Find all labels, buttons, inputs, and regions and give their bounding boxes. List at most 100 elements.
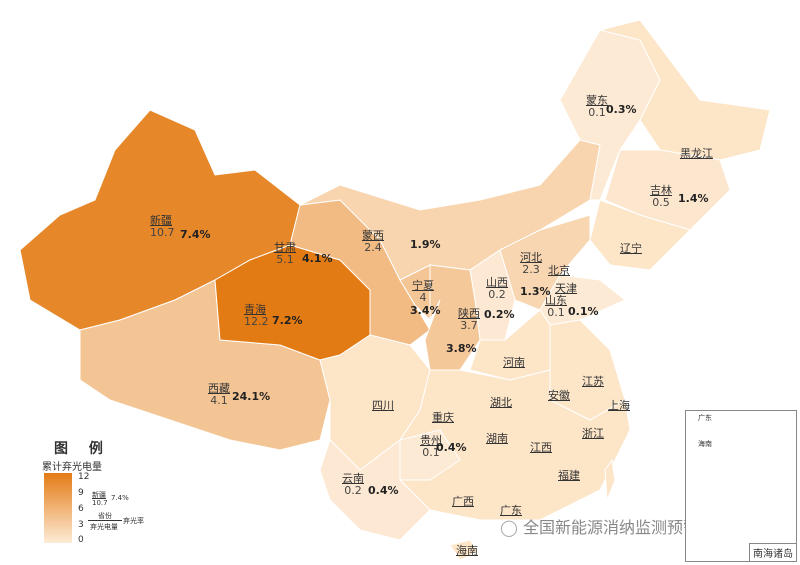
- province-name: 湖北: [490, 396, 512, 409]
- province-label: 宁夏 4: [412, 280, 434, 304]
- curtailment-rate: 3.4%: [410, 304, 441, 317]
- curtailment-rate: 0.1%: [568, 305, 599, 318]
- province-name: 甘肃: [274, 241, 296, 254]
- province-name: 蒙西: [362, 229, 384, 242]
- province-label: 重庆: [432, 412, 454, 424]
- province-name: 浙江: [582, 427, 604, 440]
- province-name: 辽宁: [620, 242, 642, 255]
- province-name: 西藏: [208, 382, 230, 395]
- province-name: 广东: [500, 504, 522, 517]
- curtailment-rate: 7.4%: [180, 228, 211, 241]
- legend-key-bottom: 弃光电量: [90, 523, 118, 531]
- curtailment-rate: 3.8%: [446, 342, 477, 355]
- province-name: 重庆: [432, 411, 454, 424]
- inset-label: 南海诸岛: [749, 543, 796, 561]
- province-label: 山西 0.2: [486, 277, 508, 301]
- province-value: 4.1: [210, 394, 228, 407]
- province-region: [604, 149, 731, 231]
- province-label: 青海 12.2: [244, 304, 269, 328]
- province-label: 甘肃 5.1: [274, 242, 296, 266]
- province-name: 四川: [372, 399, 394, 412]
- legend-tick: 3: [78, 520, 84, 530]
- curtailment-rate: 24.1%: [232, 390, 271, 403]
- province-label: 湖南: [486, 433, 508, 445]
- province-label: 河南: [503, 357, 525, 369]
- legend-tick: 0: [78, 535, 84, 545]
- province-label: 陕西 3.7: [458, 308, 480, 332]
- province-label: 云南 0.2: [342, 473, 364, 497]
- legend-tick: 6: [78, 504, 84, 514]
- province-name: 云南: [342, 472, 364, 485]
- province-value: 0.2: [344, 484, 362, 497]
- inset-label-hainan: 海南: [698, 440, 712, 448]
- province-name: 河南: [503, 356, 525, 369]
- province-label: 广东: [500, 505, 522, 517]
- curtailment-rate: 1.9%: [410, 238, 441, 251]
- province-label: 新疆 10.7: [150, 215, 175, 239]
- province-value: 2.3: [522, 263, 540, 276]
- province-name: 天津: [555, 282, 577, 295]
- legend-tick: 12: [78, 472, 90, 482]
- province-value: 0.5: [652, 196, 670, 209]
- province-name: 吉林: [650, 184, 672, 197]
- province-name: 蒙东: [586, 94, 608, 107]
- province-name: 贵州: [420, 434, 442, 447]
- province-label: 河北 2.3: [520, 252, 542, 276]
- province-label: 四川: [372, 400, 394, 412]
- province-name: 山西: [486, 276, 508, 289]
- province-name: 江苏: [582, 375, 604, 388]
- province-value: 0.1: [588, 106, 606, 119]
- province-label: 安徽: [548, 390, 570, 402]
- legend-key-top: 省份: [98, 512, 112, 520]
- legend-title: 图 例: [54, 441, 111, 457]
- province-label: 江苏: [582, 376, 604, 388]
- curtailment-rate: 4.1%: [302, 252, 333, 265]
- province-region: [499, 214, 591, 311]
- province-region: [299, 139, 601, 281]
- province-name: 上海: [608, 399, 630, 412]
- legend-color-bar: [44, 473, 72, 543]
- province-label: 江西: [530, 442, 552, 454]
- province-value: 12.2: [244, 315, 269, 328]
- province-label: 海南: [456, 545, 478, 557]
- province-region: [604, 458, 616, 501]
- province-name: 福建: [558, 469, 580, 482]
- province-label: 贵州 0.1: [420, 435, 442, 459]
- province-label: 吉林 0.5: [650, 185, 672, 209]
- legend-subtitle: 累计弃光电量: [42, 462, 102, 473]
- province-name: 安徽: [548, 389, 570, 402]
- watermark: ◯ 全国新能源消纳监测预警中心: [500, 514, 731, 538]
- legend-example-value: 10.7: [92, 499, 108, 507]
- legend-example-name: 新疆: [92, 491, 106, 499]
- province-label: 天津: [555, 283, 577, 295]
- province-label: 上海: [608, 400, 630, 412]
- watermark-text: 全国新能源消纳监测预警中心: [523, 518, 732, 537]
- south-china-sea-inset: 广东 海南 南海诸岛: [685, 410, 797, 562]
- curtailment-rate: 0.2%: [484, 308, 515, 321]
- province-label: 蒙西 2.4: [362, 230, 384, 254]
- province-value: 4: [419, 291, 427, 304]
- province-label: 山东 0.1: [545, 295, 567, 319]
- province-name: 广西: [452, 495, 474, 508]
- province-name: 新疆: [150, 214, 172, 227]
- curtailment-rate: 0.4%: [368, 484, 399, 497]
- province-name: 宁夏: [412, 279, 434, 292]
- curtailment-rate: 1.3%: [520, 285, 551, 298]
- province-label: 辽宁: [620, 243, 642, 255]
- province-label: 北京: [548, 265, 570, 277]
- province-region: [449, 539, 479, 561]
- province-name: 黑龙江: [680, 147, 713, 160]
- legend-key-right: 弃光率: [123, 517, 144, 525]
- province-region: [399, 429, 461, 481]
- province-value: 0.1: [422, 446, 440, 459]
- province-name: 江西: [530, 441, 552, 454]
- curtailment-rate: 7.2%: [272, 314, 303, 327]
- province-name: 陕西: [458, 307, 480, 320]
- province-name: 湖南: [486, 432, 508, 445]
- province-label: 湖北: [490, 397, 512, 409]
- province-label: 黑龙江: [680, 148, 713, 160]
- province-label: 蒙东 0.1: [586, 95, 608, 119]
- legend-key-line: [88, 520, 122, 521]
- province-name: 河北: [520, 251, 542, 264]
- province-name: 青海: [244, 303, 266, 316]
